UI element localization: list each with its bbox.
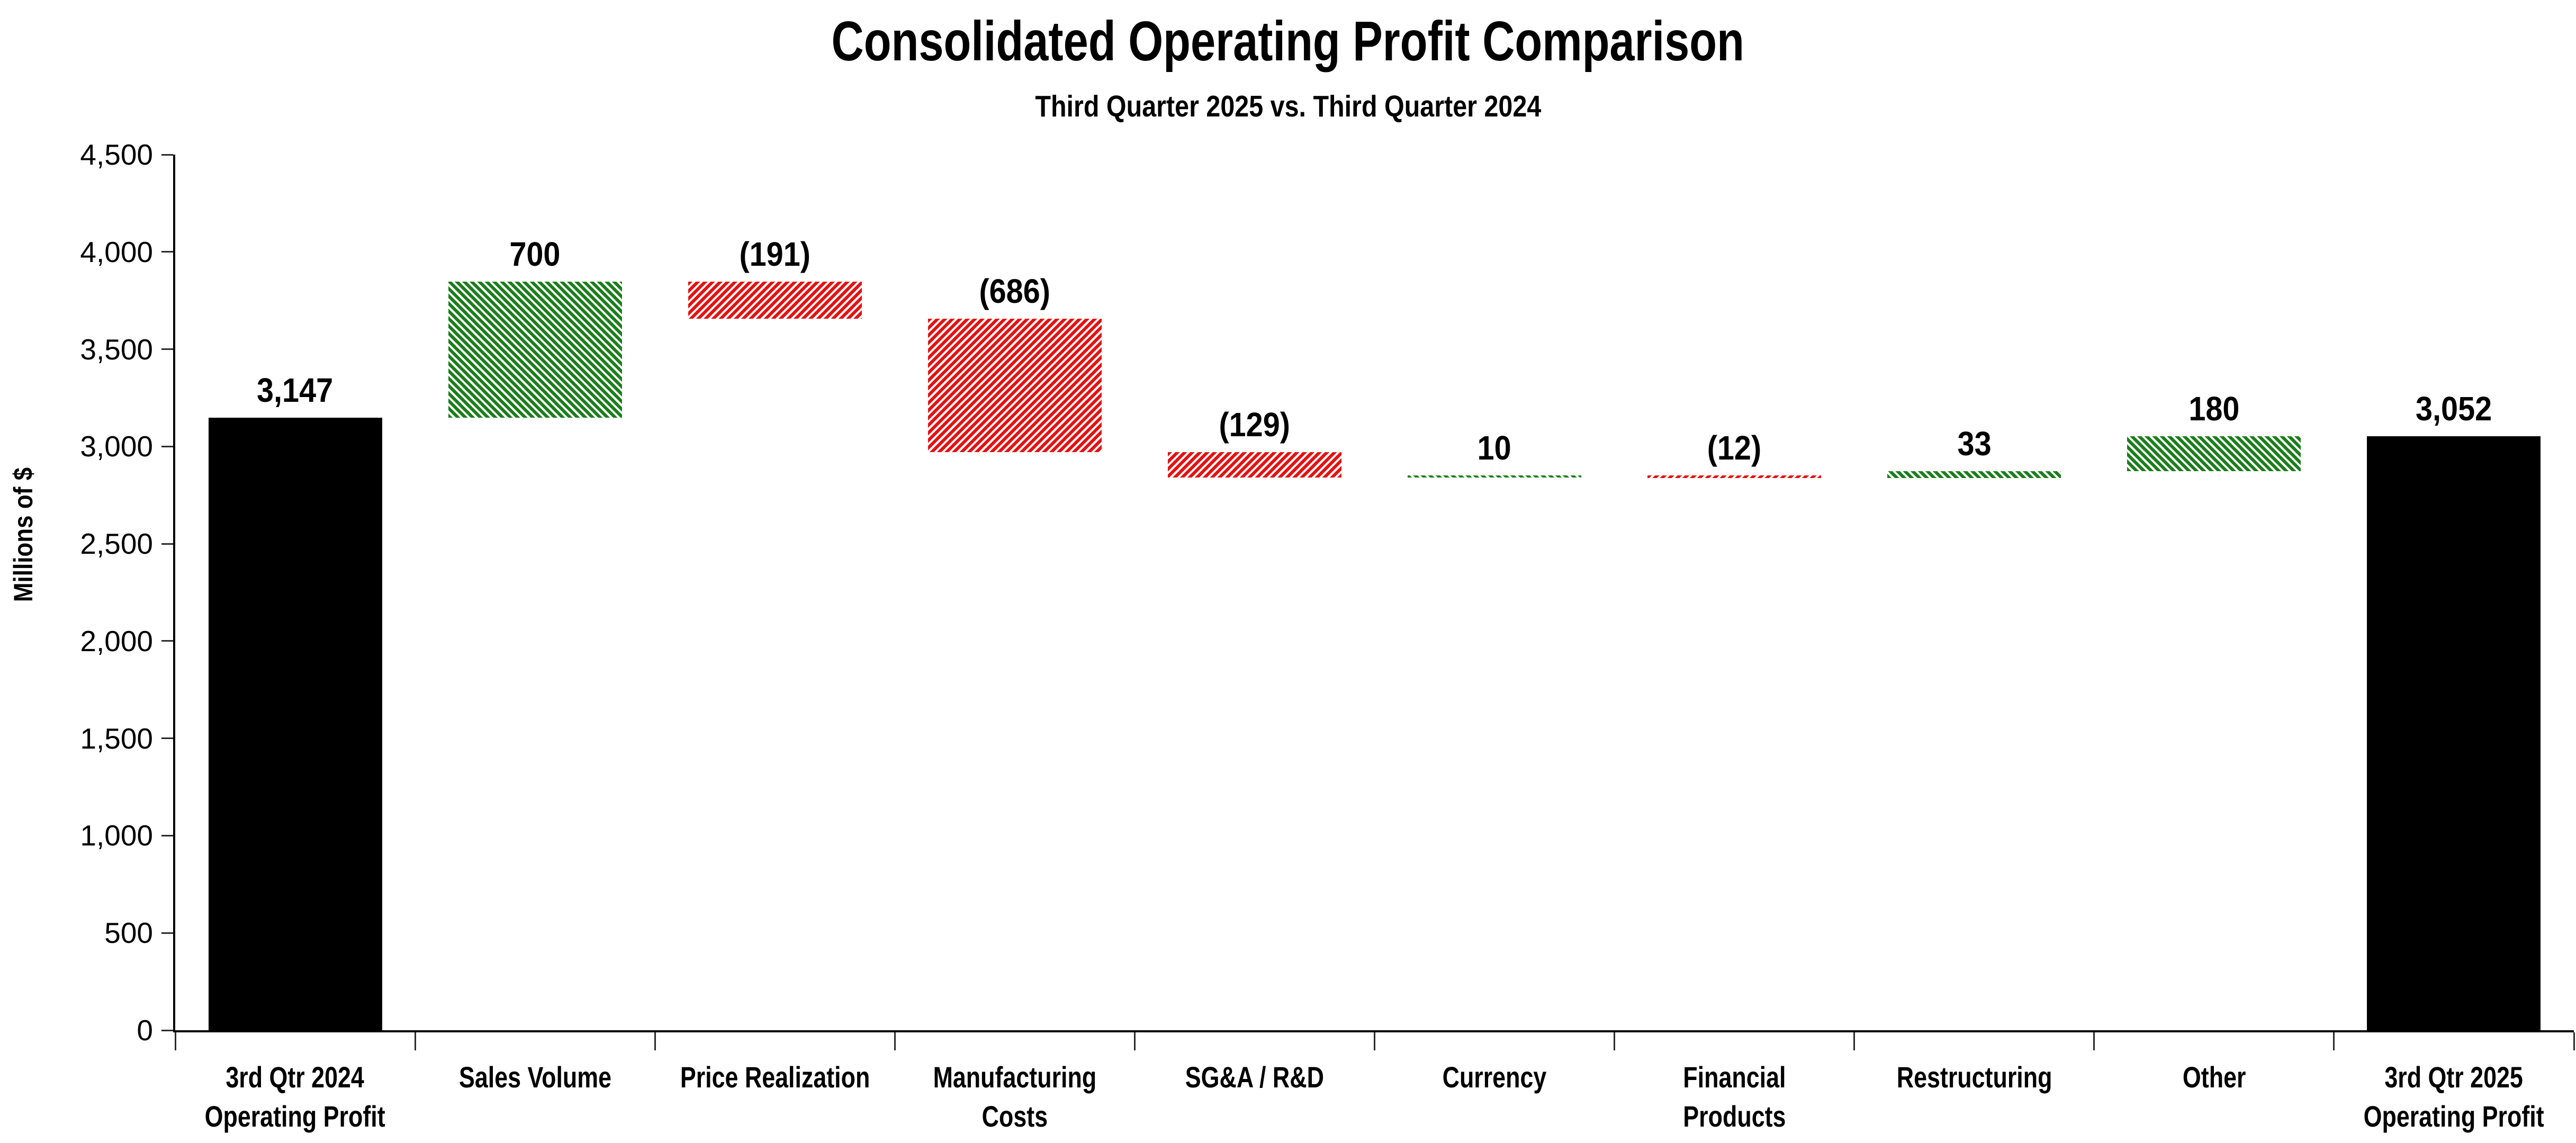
bar-value-text: 3,052 bbox=[2416, 390, 2492, 428]
y-axis-tick bbox=[161, 640, 173, 642]
x-axis-tick bbox=[1374, 1032, 1375, 1050]
bar-value-text: 700 bbox=[509, 235, 561, 274]
y-axis-tick-label: 2,500 bbox=[80, 527, 153, 561]
x-axis-label-text: SG&A / R&D bbox=[1185, 1060, 1325, 1094]
bar-restructuring bbox=[1887, 471, 2061, 478]
bar-value-text: 10 bbox=[1478, 429, 1512, 467]
bar-value-label-price-realization: (191) bbox=[655, 237, 895, 271]
bar-3rd-qtr-2024-operating-profit bbox=[208, 418, 382, 1030]
x-axis-label-other: Other bbox=[2094, 1058, 2334, 1097]
y-axis-tick-label: 1,000 bbox=[80, 819, 153, 852]
chart-subtitle-text: Third Quarter 2025 vs. Third Quarter 202… bbox=[1035, 89, 1541, 123]
bar-3rd-qtr-2025-operating-profit bbox=[2367, 436, 2541, 1030]
chart-title-text: Consolidated Operating Profit Comparison bbox=[831, 10, 1745, 73]
y-axis-tick bbox=[161, 348, 173, 350]
x-axis-label-text: 3rd Qtr 2025 Operating Profit bbox=[2363, 1060, 2544, 1133]
y-axis-tick-label: 3,000 bbox=[80, 430, 153, 463]
x-axis-label-text: Financial Products bbox=[1683, 1060, 1786, 1133]
bar-value-text: 33 bbox=[1957, 425, 1992, 463]
x-axis-label-financial-products: Financial Products bbox=[1615, 1058, 1854, 1136]
y-axis-tick bbox=[161, 445, 173, 447]
x-axis-label-restructuring: Restructuring bbox=[1854, 1058, 2094, 1097]
bar-value-text: 3,147 bbox=[257, 371, 334, 410]
x-axis-label-sales-volume: Sales Volume bbox=[415, 1058, 655, 1097]
x-axis-label-text: Sales Volume bbox=[458, 1060, 611, 1094]
bar-value-label-3rd-qtr-2024-operating-profit: 3,147 bbox=[175, 373, 415, 407]
y-axis-line bbox=[173, 155, 175, 1030]
chart-title: Consolidated Operating Profit Comparison bbox=[0, 10, 2576, 74]
chart-subtitle: Third Quarter 2025 vs. Third Quarter 202… bbox=[0, 89, 2576, 124]
x-axis-tick bbox=[174, 1032, 176, 1050]
y-axis-tick bbox=[161, 932, 173, 934]
bar-price-realization bbox=[688, 282, 862, 319]
x-axis-tick bbox=[2333, 1032, 2335, 1050]
y-axis-tick-label: 2,000 bbox=[80, 624, 153, 658]
bar-other bbox=[2127, 436, 2301, 472]
y-axis-tick bbox=[161, 834, 173, 836]
bar-sga-rd bbox=[1167, 452, 1341, 478]
x-axis-tick bbox=[894, 1032, 896, 1050]
y-axis-tick bbox=[161, 1029, 173, 1031]
x-axis-tick bbox=[2093, 1032, 2095, 1050]
bar-currency bbox=[1408, 475, 1582, 478]
bar-value-text: (686) bbox=[979, 272, 1051, 311]
y-axis-tick bbox=[161, 251, 173, 253]
x-axis-tick bbox=[654, 1032, 656, 1050]
x-axis-label-price-realization: Price Realization bbox=[655, 1058, 895, 1097]
bar-value-label-financial-products: (12) bbox=[1615, 431, 1854, 465]
x-axis-tick bbox=[1614, 1032, 1616, 1050]
bar-value-label-currency: 10 bbox=[1375, 431, 1615, 465]
bar-manufacturing-costs bbox=[927, 319, 1102, 453]
y-axis-tick-label: 1,500 bbox=[80, 722, 153, 755]
y-axis-tick bbox=[161, 154, 173, 156]
plot-area: 0 500 1,000 1,500 2,000 2,500 3,000 3,500 4,000 4… bbox=[80, 138, 2575, 1133]
x-axis-label-3rd-qtr-2025-operating-profit: 3rd Qtr 2025 Operating Profit bbox=[2334, 1058, 2574, 1136]
x-axis-label-text: Price Realization bbox=[680, 1060, 870, 1094]
x-axis-label-text: Other bbox=[2182, 1060, 2246, 1094]
x-axis-label-sga-rd: SG&A / R&D bbox=[1134, 1058, 1374, 1097]
y-axis-tick-label: 3,500 bbox=[80, 332, 153, 366]
bar-value-label-3rd-qtr-2025-operating-profit: 3,052 bbox=[2334, 392, 2574, 426]
y-axis-tick bbox=[161, 737, 173, 740]
x-axis-tick bbox=[414, 1032, 416, 1050]
bar-value-text: (191) bbox=[739, 235, 810, 274]
bar-value-text: (129) bbox=[1219, 406, 1291, 444]
bar-value-label-manufacturing-costs: (686) bbox=[895, 274, 1134, 308]
bar-value-text: 180 bbox=[2188, 390, 2240, 428]
x-axis-label-3rd-qtr-2024-operating-profit: 3rd Qtr 2024 Operating Profit bbox=[175, 1058, 415, 1136]
y-axis-tick bbox=[161, 543, 173, 545]
bar-value-label-sales-volume: 700 bbox=[415, 237, 655, 271]
x-axis-tick bbox=[1853, 1032, 1856, 1050]
x-axis-label-manufacturing-costs: Manufacturing Costs bbox=[895, 1058, 1134, 1136]
bar-value-label-other: 180 bbox=[2094, 392, 2334, 426]
x-axis-label-currency: Currency bbox=[1375, 1058, 1615, 1097]
bar-financial-products bbox=[1647, 475, 1822, 478]
y-axis-tick-label: 4,000 bbox=[80, 235, 153, 268]
x-axis-label-text: 3rd Qtr 2024 Operating Profit bbox=[205, 1060, 386, 1133]
y-axis-tick-label: 0 bbox=[137, 1014, 153, 1047]
y-axis-tick-label: 500 bbox=[104, 916, 153, 950]
x-axis-line bbox=[173, 1030, 2574, 1032]
x-axis-label-text: Restructuring bbox=[1896, 1060, 2052, 1094]
bar-value-label-restructuring: 33 bbox=[1854, 427, 2094, 461]
x-axis-tick bbox=[1133, 1032, 1136, 1050]
bar-value-label-sga-rd: (129) bbox=[1134, 408, 1374, 442]
y-axis-tick-label: 4,500 bbox=[80, 138, 153, 171]
x-axis-tick bbox=[2573, 1032, 2575, 1050]
bar-sales-volume bbox=[448, 282, 622, 418]
x-axis-label-text: Manufacturing Costs bbox=[933, 1060, 1097, 1133]
x-axis-label-text: Currency bbox=[1442, 1060, 1547, 1094]
bar-value-text: (12) bbox=[1707, 429, 1762, 467]
